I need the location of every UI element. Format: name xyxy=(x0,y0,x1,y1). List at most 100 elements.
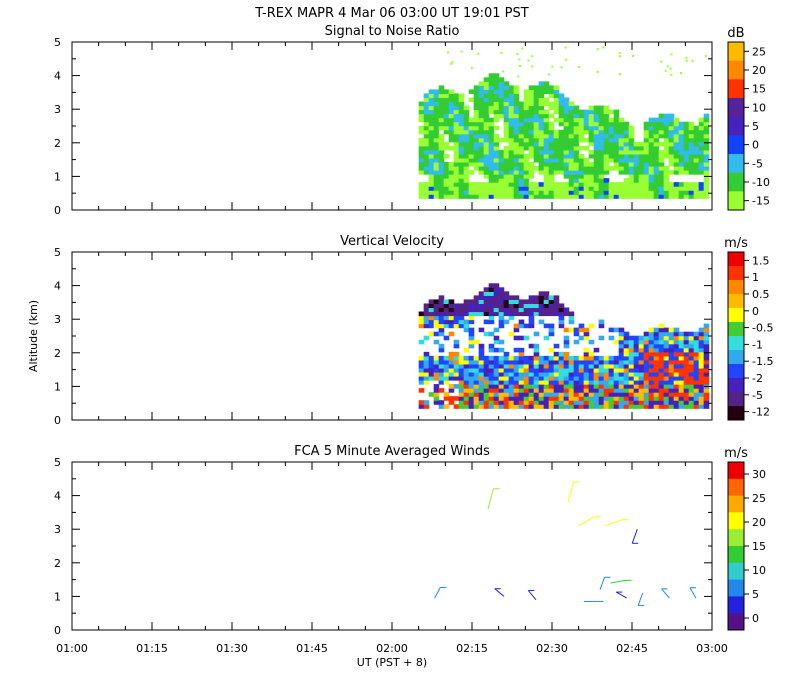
snr-cell xyxy=(543,182,550,187)
snr-cell xyxy=(658,166,665,171)
snr-cell xyxy=(668,190,675,195)
snr-cell xyxy=(623,149,630,155)
snr-cell xyxy=(678,133,685,139)
y-axis-label: Altitude (km) xyxy=(27,300,40,372)
velocity-cell xyxy=(423,351,430,357)
snr-cell xyxy=(573,170,580,175)
snr-cell xyxy=(608,117,615,123)
velocity-cell xyxy=(483,355,490,361)
snr-cell xyxy=(458,178,465,183)
snr-cell xyxy=(473,186,480,191)
snr-cell xyxy=(428,117,435,123)
snr-cell xyxy=(548,113,555,119)
velocity-cell xyxy=(523,367,530,373)
snr-cell xyxy=(563,113,570,119)
velocity-cell xyxy=(653,380,660,385)
velocity-cell xyxy=(528,392,535,397)
velocity-cell xyxy=(608,355,615,361)
velocity-cell xyxy=(453,396,460,401)
snr-cell xyxy=(628,178,635,183)
velocity-cell xyxy=(478,307,485,313)
velocity-cell xyxy=(548,367,555,373)
velocity-cell xyxy=(458,388,465,393)
velocity-cell xyxy=(438,388,445,393)
velocity-cell xyxy=(438,347,445,353)
snr-cell xyxy=(518,141,525,147)
velocity-cell xyxy=(448,388,455,393)
velocity-cell xyxy=(503,400,510,405)
velocity-cell xyxy=(443,380,450,385)
velocity-cell xyxy=(703,388,710,393)
snr-cell xyxy=(533,145,540,151)
snr-cell xyxy=(488,133,495,139)
velocity-cell xyxy=(493,384,500,389)
snr-cell xyxy=(513,113,520,119)
snr-cell xyxy=(473,117,480,123)
velocity-cell xyxy=(608,376,615,381)
velocity-cell xyxy=(638,388,645,393)
velocity-cell xyxy=(618,327,625,333)
snr-cell xyxy=(558,182,565,187)
snr-cell xyxy=(628,141,635,147)
snr-cell xyxy=(668,153,675,159)
snr-cell xyxy=(558,117,565,123)
snr-cell xyxy=(508,153,515,159)
velocity-cell xyxy=(688,380,695,385)
velocity-cell xyxy=(433,319,440,325)
colorbar-label: -1 xyxy=(752,338,763,351)
snr-cell xyxy=(528,125,535,131)
velocity-cell xyxy=(538,392,545,397)
velocity-cell xyxy=(638,339,645,345)
wind-barb xyxy=(637,592,644,606)
snr-cell xyxy=(563,182,570,187)
snr-cell xyxy=(433,178,440,183)
velocity-cell xyxy=(468,400,475,405)
velocity-cell xyxy=(588,384,595,389)
snr-cell xyxy=(563,170,570,175)
snr-cell xyxy=(703,137,710,143)
snr-cell xyxy=(448,190,455,195)
colorbar-label: 0 xyxy=(752,139,759,152)
velocity-cell xyxy=(533,307,540,313)
snr-cell xyxy=(538,153,545,159)
snr-cell xyxy=(503,109,510,115)
velocity-cell xyxy=(498,303,505,309)
snr-cell xyxy=(523,174,530,179)
snr-cell xyxy=(513,129,520,135)
velocity-cell xyxy=(633,392,640,397)
snr-cell xyxy=(503,97,510,103)
velocity-cell xyxy=(473,355,480,361)
snr-cell xyxy=(518,145,525,151)
velocity-cell xyxy=(543,388,550,393)
snr-cell xyxy=(673,117,680,123)
velocity-cell xyxy=(603,388,610,393)
velocity-cell xyxy=(448,355,455,361)
snr-cell xyxy=(438,101,445,107)
snr-cell xyxy=(488,137,495,143)
snr-cell xyxy=(553,190,560,195)
snr-cell xyxy=(483,137,490,143)
snr-cell xyxy=(418,186,425,191)
velocity-cell xyxy=(448,376,455,381)
snr-cell xyxy=(598,109,605,115)
velocity-cell xyxy=(668,404,675,409)
velocity-cell xyxy=(518,380,525,385)
snr-cell xyxy=(558,101,565,107)
snr-cell xyxy=(658,190,665,195)
snr-cell xyxy=(553,194,560,199)
snr-cell xyxy=(483,141,490,147)
velocity-cell xyxy=(653,388,660,393)
snr-cell xyxy=(588,170,595,175)
snr-cell xyxy=(703,153,710,159)
velocity-cell xyxy=(518,404,525,409)
snr-cell xyxy=(618,161,625,167)
velocity-cell xyxy=(478,303,485,309)
velocity-cell xyxy=(463,347,470,353)
snr-cell xyxy=(638,149,645,155)
snr-cell xyxy=(608,137,615,143)
velocity-cell xyxy=(428,392,435,397)
velocity-cell xyxy=(453,339,460,345)
snr-cell xyxy=(623,145,630,151)
snr-cell xyxy=(633,174,640,179)
snr-cell xyxy=(578,66,581,69)
